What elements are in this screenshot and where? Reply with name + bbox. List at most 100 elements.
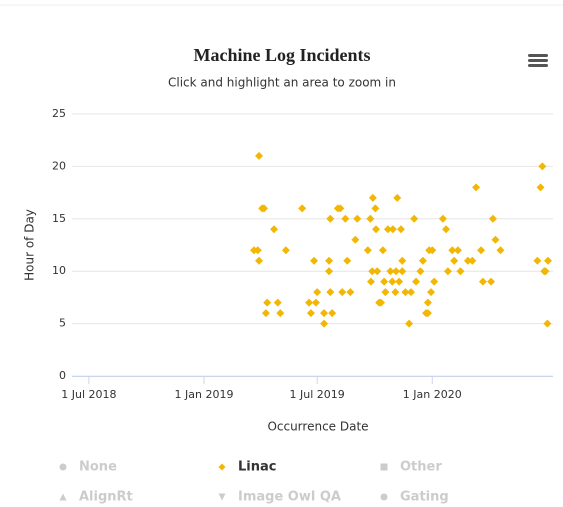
menu-bar [528, 64, 548, 67]
legend-item[interactable]: None [59, 460, 118, 475]
point [373, 267, 382, 276]
point [448, 246, 457, 255]
point [261, 309, 270, 318]
point [412, 277, 421, 286]
point [398, 256, 407, 265]
point [438, 214, 447, 223]
legend-item[interactable]: Other [380, 460, 443, 475]
point [366, 214, 375, 223]
legend-label: Gating [400, 490, 449, 505]
point [430, 277, 439, 286]
point [543, 319, 552, 328]
point [538, 162, 547, 171]
legend-item[interactable]: AlignRt [59, 490, 133, 505]
point [423, 309, 432, 318]
legend-marker [59, 463, 67, 471]
y-tick-label: 0 [59, 369, 66, 382]
point [397, 225, 406, 234]
point [371, 225, 380, 234]
point [376, 298, 385, 307]
x-tick-label: 1 Jan 2020 [403, 388, 462, 401]
point [368, 267, 377, 276]
point [306, 309, 315, 318]
point [273, 298, 282, 307]
point [383, 225, 392, 234]
legend-marker [218, 463, 226, 471]
x-tick-label: 1 Jan 2019 [175, 388, 234, 401]
point [255, 151, 264, 160]
point [388, 225, 397, 234]
y-tick-label: 5 [59, 317, 66, 330]
legend-label: Linac [238, 460, 276, 475]
point [325, 267, 334, 276]
point [320, 309, 329, 318]
legend-item[interactable]: Linac [218, 460, 277, 475]
point [496, 246, 505, 255]
point [398, 267, 407, 276]
point [353, 214, 362, 223]
point [305, 298, 314, 307]
point [478, 277, 487, 286]
point [533, 256, 542, 265]
point [298, 204, 307, 213]
legend-marker [380, 463, 388, 471]
point [310, 256, 319, 265]
point [391, 288, 400, 297]
legend-label: Image Owl QA [238, 490, 341, 505]
point [336, 204, 345, 213]
point [328, 309, 337, 318]
point [468, 256, 477, 265]
menu-bar [528, 54, 548, 57]
point [463, 256, 472, 265]
point [276, 309, 285, 318]
point [371, 204, 380, 213]
legend-item[interactable]: Gating [380, 490, 449, 505]
point [351, 235, 360, 244]
point [260, 204, 269, 213]
point [253, 246, 262, 255]
x-axis-title: Occurrence Date [267, 420, 368, 434]
point [263, 298, 272, 307]
point [491, 235, 500, 244]
menu-button[interactable] [528, 54, 548, 67]
point [341, 214, 350, 223]
point [488, 214, 497, 223]
point [428, 246, 437, 255]
y-tick-label: 20 [52, 159, 66, 172]
point [386, 267, 395, 276]
legend-label: Other [400, 460, 442, 475]
legend-label: AlignRt [79, 490, 133, 505]
point [543, 256, 552, 265]
y-tick-label: 25 [52, 107, 66, 120]
legend-item[interactable]: Image Owl QA [218, 490, 341, 505]
point [410, 214, 419, 223]
point [401, 288, 410, 297]
point [363, 246, 372, 255]
point [380, 277, 389, 286]
point [311, 298, 320, 307]
y-axis-title: Hour of Day [23, 209, 37, 281]
point [427, 288, 436, 297]
chart-subtitle: Click and highlight an area to zoom in [168, 76, 396, 90]
point [418, 256, 427, 265]
point [477, 246, 486, 255]
point [270, 225, 279, 234]
point [541, 267, 550, 276]
point [450, 256, 459, 265]
point [326, 214, 335, 223]
point [423, 298, 432, 307]
point [416, 267, 425, 276]
point [378, 246, 387, 255]
x-tick-label: 1 Jul 2018 [61, 388, 116, 401]
point [338, 288, 347, 297]
point [395, 277, 404, 286]
menu-bar [528, 59, 548, 62]
point [368, 193, 377, 202]
point [407, 288, 416, 297]
point [381, 288, 390, 297]
point [392, 267, 401, 276]
point [536, 183, 545, 192]
point [453, 246, 462, 255]
legend-label: None [79, 460, 117, 475]
